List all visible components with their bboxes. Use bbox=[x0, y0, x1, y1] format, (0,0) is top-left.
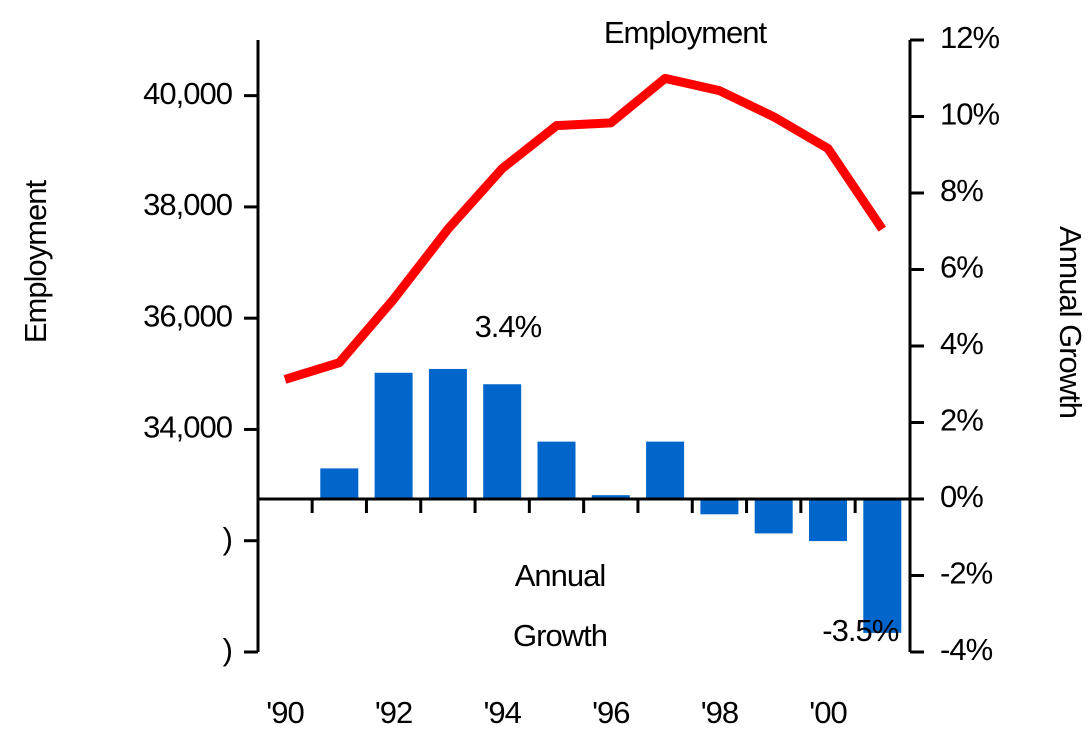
y-axis-title: Employment bbox=[18, 179, 53, 343]
y2-tick-label: -2% bbox=[940, 556, 993, 591]
y-tick-label: ) bbox=[223, 521, 232, 556]
y2-tick-label: 4% bbox=[940, 326, 983, 361]
y-tick-label: 34,000 bbox=[143, 410, 233, 445]
y2-tick-label: 12% bbox=[940, 20, 999, 55]
bar bbox=[591, 495, 630, 499]
bar bbox=[863, 499, 902, 633]
annotation: Annual bbox=[515, 558, 606, 593]
y-tick-label: 40,000 bbox=[143, 76, 233, 111]
bar bbox=[374, 372, 413, 499]
line bbox=[283, 73, 887, 384]
bar bbox=[809, 499, 847, 542]
bar bbox=[320, 468, 359, 499]
bar bbox=[700, 499, 739, 515]
y2-tick-label: 0% bbox=[940, 479, 983, 514]
bar bbox=[483, 384, 522, 499]
bar bbox=[428, 368, 467, 499]
y-tick-label: ) bbox=[223, 632, 232, 667]
x-tick-label: '98 bbox=[701, 695, 738, 730]
y2-tick-label: 6% bbox=[940, 250, 983, 285]
x-tick-label: '92 bbox=[375, 695, 412, 730]
chart-title: Employment bbox=[604, 15, 768, 50]
x-tick-label: '96 bbox=[592, 695, 629, 730]
bar bbox=[537, 441, 576, 499]
data-label: -3.5% bbox=[822, 613, 898, 648]
y-tick-label: 36,000 bbox=[143, 298, 233, 333]
x-tick-label: '00 bbox=[809, 695, 847, 730]
y2-tick-label: 10% bbox=[940, 97, 999, 132]
y2-tick-label: 8% bbox=[940, 173, 983, 208]
bar bbox=[754, 499, 793, 534]
data-label: 3.4% bbox=[475, 309, 542, 344]
y-tick-label: 38,000 bbox=[143, 187, 233, 222]
bar bbox=[646, 441, 685, 499]
x-tick-label: '94 bbox=[483, 695, 521, 730]
x-tick-label: '90 bbox=[266, 695, 304, 730]
y2-tick-label: 2% bbox=[940, 403, 983, 438]
annotation: Growth bbox=[513, 618, 607, 653]
y2-tick-label: -4% bbox=[940, 632, 993, 667]
y2-axis-title: Annual Growth bbox=[1053, 226, 1088, 418]
